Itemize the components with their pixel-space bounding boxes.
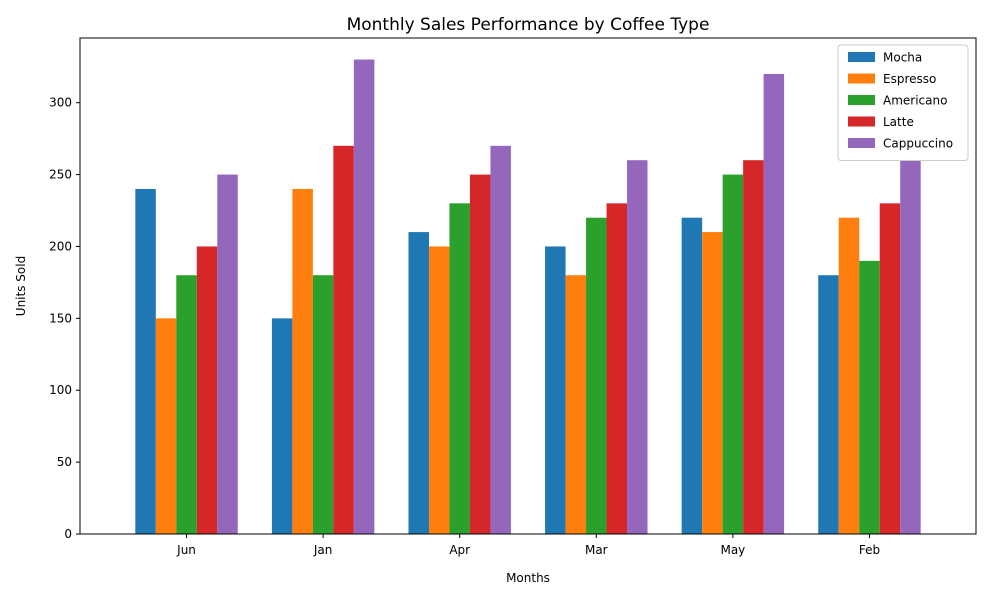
bar-latte-may (743, 160, 764, 535)
bars-layer (135, 59, 921, 535)
bar-espresso-apr (428, 246, 450, 534)
bar-latte-apr (469, 174, 491, 534)
bar-americano-jun (176, 275, 197, 534)
y-tick-label: 50 (57, 455, 72, 469)
x-axis: Jun Jan Apr Mar May Feb (176, 534, 880, 557)
bar-cappuccino-may (763, 73, 785, 535)
legend-swatch-cappuccino (848, 138, 875, 148)
x-tick-label: Apr (449, 543, 470, 557)
bar-americano-mar (586, 217, 607, 534)
legend-swatch-mocha (848, 52, 875, 62)
chart-title: Monthly Sales Performance by Coffee Type (347, 15, 710, 35)
bar-latte-mar (606, 203, 628, 535)
bar-espresso-jun (155, 318, 177, 534)
bar-cappuccino-jan (353, 59, 375, 534)
bar-mocha-may (681, 217, 703, 534)
bar-latte-jun (196, 246, 218, 534)
bar-espresso-jan (292, 188, 313, 534)
y-tick-label: 0 (64, 527, 72, 541)
bar-mocha-apr (408, 232, 429, 534)
x-tick-label: Feb (859, 543, 880, 557)
legend-label-espresso: Espresso (883, 72, 936, 86)
x-axis-label: Months (506, 571, 550, 585)
legend-swatch-americano (848, 95, 875, 105)
legend-swatch-espresso (848, 73, 875, 84)
legend-label-mocha: Mocha (883, 51, 922, 65)
x-tick-label: Mar (585, 543, 608, 557)
y-tick-label: 150 (49, 311, 72, 325)
bar-latte-feb (879, 203, 901, 535)
y-tick-label: 250 (49, 168, 72, 182)
x-tick-label: Jan (313, 543, 333, 557)
y-tick-label: 100 (49, 383, 72, 397)
y-tick-label: 200 (49, 239, 72, 253)
y-tick-label: 300 (49, 96, 72, 110)
x-tick-label: May (720, 543, 745, 557)
bar-mocha-mar (545, 246, 566, 534)
legend-label-cappuccino: Cappuccino (883, 137, 953, 151)
legend-label-latte: Latte (883, 115, 914, 129)
bar-espresso-may (702, 232, 723, 534)
y-axis-label: Units Sold (14, 256, 28, 316)
bar-cappuccino-mar (627, 160, 648, 535)
bar-cappuccino-jun (217, 174, 238, 534)
bar-americano-apr (449, 203, 470, 535)
bar-cappuccino-feb (900, 160, 921, 535)
legend-swatch-latte (848, 116, 875, 127)
bar-mocha-jan (271, 318, 293, 534)
plot-area-frame (79, 37, 977, 535)
bar-espresso-feb (838, 217, 860, 534)
x-tick-label: Jun (176, 543, 196, 557)
bar-americano-jan (312, 275, 334, 534)
bar-latte-jan (333, 145, 354, 534)
bar-espresso-mar (565, 275, 587, 534)
bar-mocha-feb (818, 275, 839, 534)
bar-americano-feb (859, 260, 880, 534)
bar-mocha-jun (135, 188, 156, 534)
bar-americano-may (722, 174, 744, 534)
legend: Mocha Espresso Americano Latte Cappuccino (837, 44, 969, 161)
legend-label-americano: Americano (883, 94, 947, 108)
y-axis: 0 50 100 150 200 250 300 (49, 96, 80, 541)
bar-cappuccino-apr (490, 145, 511, 534)
